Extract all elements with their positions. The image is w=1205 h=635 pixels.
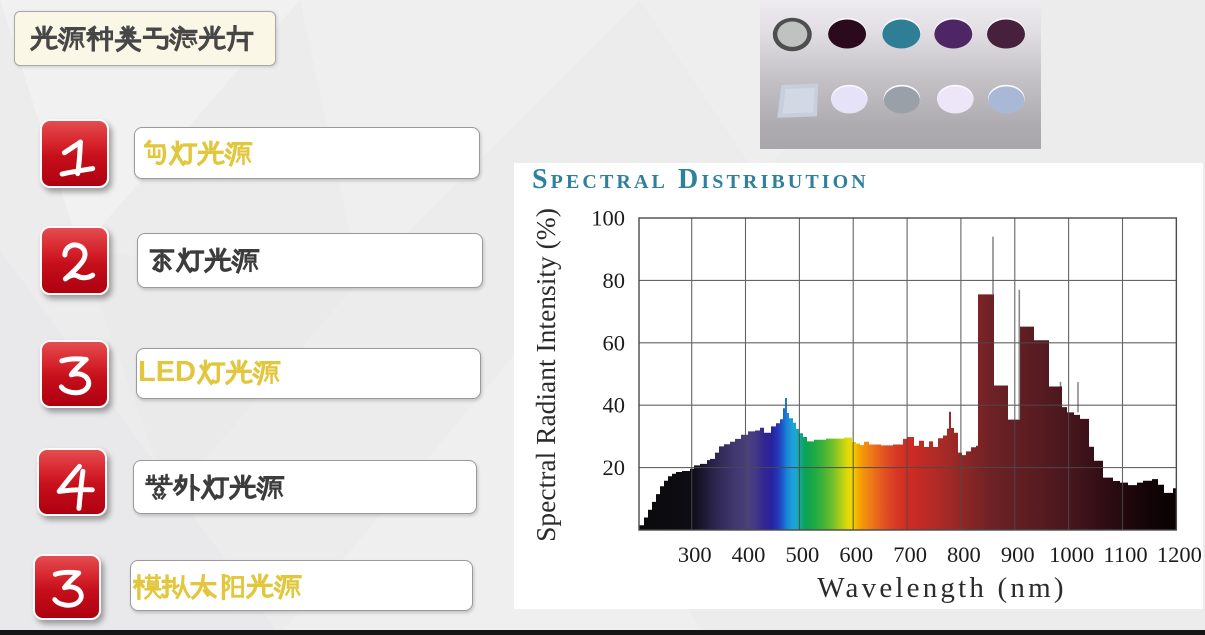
svg-text:60: 60 [603, 330, 626, 355]
svg-text:20: 20 [603, 455, 626, 480]
svg-text:1100: 1100 [1103, 542, 1147, 567]
svg-text:1000: 1000 [1049, 542, 1094, 567]
svg-text:Spectral Distribution: Spectral Distribution [532, 164, 869, 195]
svg-text:100: 100 [591, 206, 625, 231]
svg-text:Spectral Radiant Intensity (%): Spectral Radiant Intensity (%) [530, 208, 561, 542]
svg-text:80: 80 [603, 268, 626, 293]
svg-text:40: 40 [603, 393, 626, 418]
svg-text:500: 500 [786, 542, 820, 567]
svg-text:400: 400 [732, 542, 766, 567]
svg-text:300: 300 [678, 542, 712, 567]
svg-text:Wavelength (nm): Wavelength (nm) [817, 572, 1066, 604]
svg-text:1200: 1200 [1157, 542, 1202, 567]
svg-text:600: 600 [839, 542, 873, 567]
svg-text:800: 800 [947, 542, 981, 567]
svg-text:700: 700 [893, 542, 927, 567]
svg-text:900: 900 [1001, 542, 1035, 567]
